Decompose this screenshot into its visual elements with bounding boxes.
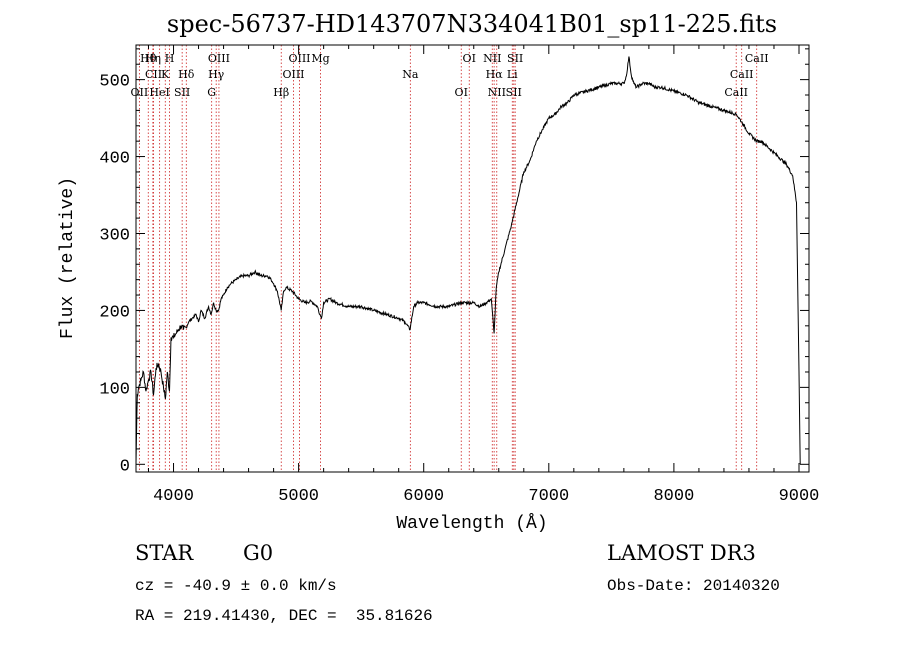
marker-label: CaII — [745, 52, 769, 65]
marker-label: NII — [483, 52, 501, 65]
marker-label: Hδ — [178, 68, 195, 81]
marker-label: CaII — [724, 86, 748, 99]
marker-label: CII — [145, 68, 162, 81]
marker-label: OI — [463, 52, 476, 65]
marker-label: OI — [455, 86, 468, 99]
y-tick-label: 400 — [99, 150, 130, 169]
ra-dec-coordinates: RA = 219.41430, DEC = 35.81626 — [135, 607, 433, 625]
x-tick-label: 4000 — [153, 487, 194, 506]
chart-title: spec-56737-HD143707N334041B01_sp11-225.f… — [167, 10, 777, 38]
y-tick-label: 100 — [99, 380, 130, 399]
y-tick-label: 0 — [120, 457, 130, 476]
x-axis-label: Wavelength (Å) — [396, 513, 547, 534]
marker-label: K — [161, 68, 170, 81]
marker-label: CaII — [730, 68, 754, 81]
plot-frame — [135, 44, 810, 473]
object-subclass: G0 — [243, 541, 273, 565]
spectrum-line — [135, 56, 801, 465]
marker-label: OIII — [208, 52, 230, 65]
marker-label: OIII — [288, 52, 310, 65]
marker-label: Hθ — [140, 52, 157, 65]
y-tick-label: 200 — [99, 303, 130, 322]
marker-label: Mg — [311, 52, 329, 65]
object-class: STAR — [135, 541, 194, 565]
y-axis-ticks: 0 100 200 300 400 500 — [99, 48, 809, 476]
y-axis-label: Flux (relative) — [58, 177, 78, 339]
x-tick-label: 6000 — [403, 487, 444, 506]
marker-label: SII — [174, 86, 190, 99]
marker-label: HeI — [149, 86, 169, 99]
marker-label: OIII — [282, 68, 304, 81]
x-tick-label: 7000 — [528, 487, 569, 506]
marker-label: Li — [507, 68, 518, 81]
observation-date: Obs-Date: 20140320 — [607, 577, 780, 595]
x-tick-label: 5000 — [278, 487, 319, 506]
marker-label: Na — [402, 68, 419, 81]
marker-label: G — [207, 86, 216, 99]
marker-label: Hα — [486, 68, 504, 81]
line-marker-labels: Hθ CII OII HηK HeI HHδ SII OIII Hγ G OIII OIII Hβ Mg N… — [131, 52, 769, 99]
y-tick-label: 300 — [99, 226, 130, 245]
redshift-cz: cz = -40.9 ± 0.0 km/s — [135, 577, 337, 595]
x-axis-ticks: 4000 5000 6000 7000 8000 9000 — [148, 45, 820, 506]
line-markers — [138, 45, 758, 472]
marker-label: Hβ — [273, 86, 289, 99]
survey-name: LAMOST DR3 — [607, 541, 756, 565]
marker-label: Hη — [145, 52, 161, 65]
y-tick-label: 500 — [99, 73, 130, 92]
marker-label: H — [165, 52, 175, 65]
marker-label: OII — [131, 86, 149, 99]
marker-label: NII — [488, 86, 506, 99]
marker-label: SII — [507, 52, 523, 65]
marker-label: SII — [506, 86, 522, 99]
marker-label: Hγ — [208, 68, 225, 81]
x-tick-label: 9000 — [779, 487, 820, 506]
x-tick-label: 8000 — [653, 487, 694, 506]
